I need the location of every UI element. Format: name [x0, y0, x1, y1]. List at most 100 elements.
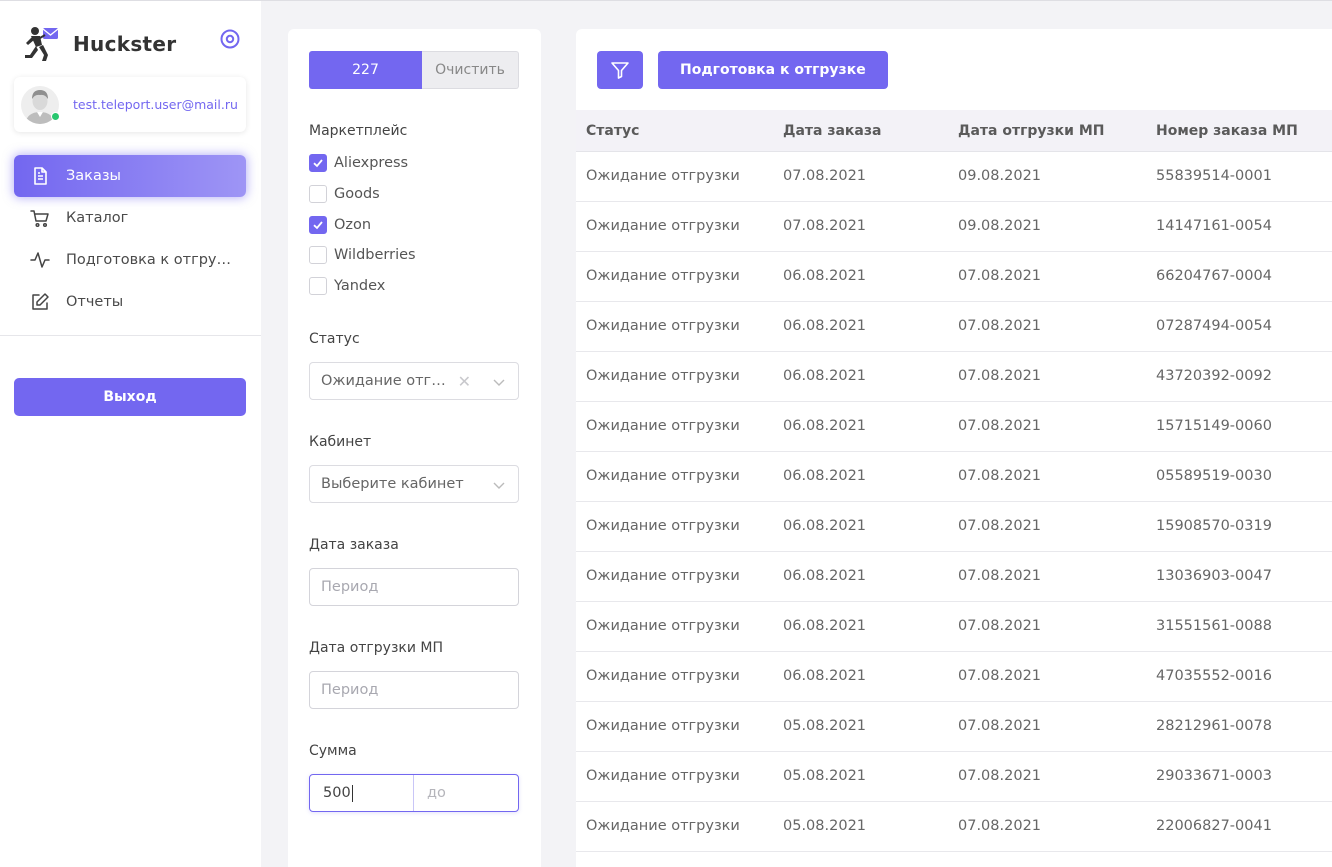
column-header-order-date[interactable]: Дата заказа [783, 123, 882, 139]
amount-to-input[interactable]: до [414, 775, 518, 811]
filter-summary-group: 227 Очистить [309, 51, 519, 89]
table-row[interactable]: Ожидание отгрузки 06.08.2021 07.08.2021 315… [576, 602, 1332, 652]
ship-date-label: Дата отгрузки МП [309, 640, 444, 656]
sidebar: Huckster test.teleport.user@mail.ru [0, 1, 261, 867]
cell-status: Ожидание отгрузки [586, 718, 740, 734]
cell-ship-date: 07.08.2021 [958, 318, 1042, 334]
logout-button[interactable]: Выход [14, 378, 246, 416]
cell-order-date: 05.08.2021 [783, 718, 867, 734]
table-row[interactable]: Ожидание отгрузки 06.08.2021 07.08.2021 159… [576, 502, 1332, 552]
nav-label: Заказы [66, 168, 121, 184]
status-select[interactable]: Ожидание отгрузки ✕ [309, 362, 519, 400]
checkbox-box[interactable] [309, 277, 327, 295]
table-row[interactable]: Ожидание отгрузки 06.08.2021 07.08.2021 157… [576, 402, 1332, 452]
filter-toggle-button[interactable] [597, 51, 643, 89]
table-row[interactable]: Ожидание отгрузки 07.08.2021 09.08.2021 558… [576, 152, 1332, 202]
column-header-order-number[interactable]: Номер заказа МП [1156, 123, 1298, 139]
nav-item-orders[interactable]: Заказы [14, 155, 246, 197]
filter-panel: 227 Очистить Маркетплейс Aliexpress Good… [288, 29, 541, 867]
nav-item-reports[interactable]: Отчеты [14, 281, 246, 323]
cell-order-date: 06.08.2021 [783, 668, 867, 684]
courier-logo-icon [25, 27, 59, 61]
cabinet-select[interactable]: Выберите кабинет [309, 465, 519, 503]
checkbox-box[interactable] [309, 216, 327, 234]
clear-selection-icon[interactable]: ✕ [457, 372, 471, 391]
checkbox-yandex[interactable]: Yandex [309, 277, 385, 295]
table-row[interactable]: Ожидание отгрузки 06.08.2021 07.08.2021 662… [576, 252, 1332, 302]
cell-order-number: 55839514-0001 [1156, 168, 1272, 184]
table-row[interactable]: Ожидание отгрузки 06.08.2021 07.08.2021 437… [576, 352, 1332, 402]
checkbox-box[interactable] [309, 185, 327, 203]
cell-status: Ожидание отгрузки [586, 618, 740, 634]
cell-status: Ожидание отгрузки [586, 368, 740, 384]
checkbox-label: Yandex [334, 278, 386, 294]
checkbox-label: Goods [334, 186, 380, 202]
cell-order-date: 05.08.2021 [783, 768, 867, 784]
cell-status: Ожидание отгрузки [586, 468, 740, 484]
column-header-status[interactable]: Статус [586, 123, 640, 139]
brand[interactable]: Huckster [22, 25, 176, 63]
cell-order-number: 47035552-0016 [1156, 668, 1272, 684]
table-row[interactable]: Ожидание отгрузки 05.08.2021 07.08.2021 282… [576, 702, 1332, 752]
cell-status: Ожидание отгрузки [586, 768, 740, 784]
cell-order-date: 07.08.2021 [783, 168, 867, 184]
cell-order-number: 28212961-0078 [1156, 718, 1272, 734]
cell-ship-date: 07.08.2021 [958, 618, 1042, 634]
cell-ship-date: 07.08.2021 [958, 768, 1042, 784]
marketplace-label: Маркетплейс [309, 123, 408, 139]
table-row[interactable]: Ожидание отгрузки 05.08.2021 07.08.2021 290… [576, 752, 1332, 802]
cabinet-label: Кабинет [309, 434, 372, 450]
cell-status: Ожидание отгрузки [586, 218, 740, 234]
cell-order-number: 14147161-0054 [1156, 218, 1272, 234]
cell-ship-date: 07.08.2021 [958, 368, 1042, 384]
clear-filters-button[interactable]: Очистить [422, 51, 519, 89]
cell-order-number: 07287494-0054 [1156, 318, 1272, 334]
ship-date-input[interactable]: Период [309, 671, 519, 709]
chevron-down-icon [493, 482, 505, 489]
user-card[interactable]: test.teleport.user@mail.ru [14, 77, 246, 132]
column-header-ship-date[interactable]: Дата отгрузки МП [958, 123, 1105, 139]
cell-order-number: 43720392-0092 [1156, 368, 1272, 384]
cell-ship-date: 07.08.2021 [958, 668, 1042, 684]
cell-order-number: 05589519-0030 [1156, 468, 1272, 484]
checkmark-icon [313, 221, 323, 230]
checkbox-goods[interactable]: Goods [309, 185, 380, 203]
order-date-input[interactable]: Период [309, 568, 519, 606]
sidebar-toggle-icon[interactable] [219, 28, 241, 50]
table-row[interactable]: Ожидание отгрузки 06.08.2021 07.08.2021 055… [576, 452, 1332, 502]
cell-order-date: 06.08.2021 [783, 568, 867, 584]
table-row[interactable]: Ожидание отгрузки 05.08.2021 07.08.2021 220… [576, 802, 1332, 852]
table-row[interactable]: Ожидание отгрузки 07.08.2021 09.08.2021 141… [576, 202, 1332, 252]
cell-order-date: 06.08.2021 [783, 468, 867, 484]
checkbox-label: Aliexpress [334, 155, 409, 171]
checkbox-box[interactable] [309, 154, 327, 172]
table-row[interactable]: Ожидание отгрузки 06.08.2021 07.08.2021 130… [576, 552, 1332, 602]
orders-table-body: Ожидание отгрузки 07.08.2021 09.08.2021 558… [576, 152, 1332, 852]
cell-order-date: 06.08.2021 [783, 418, 867, 434]
checkbox-ozon[interactable]: Ozon [309, 216, 371, 234]
avatar [21, 85, 60, 124]
nav-item-shipping-prep[interactable]: Подготовка к отгрузке [14, 239, 246, 281]
checkbox-wildberries[interactable]: Wildberries [309, 246, 416, 264]
filter-icon [611, 62, 629, 79]
cell-order-number: 15715149-0060 [1156, 418, 1272, 434]
cell-order-number: 22006827-0041 [1156, 818, 1272, 834]
nav-label: Каталог [66, 210, 129, 226]
checkbox-label: Ozon [334, 217, 372, 233]
amount-from-input[interactable]: 500 [310, 775, 414, 811]
prepare-shipment-button[interactable]: Подготовка к отгрузке [658, 51, 888, 89]
cell-ship-date: 07.08.2021 [958, 268, 1042, 284]
results-count-button[interactable]: 227 [309, 51, 422, 89]
table-row[interactable]: Ожидание отгрузки 06.08.2021 07.08.2021 470… [576, 652, 1332, 702]
nav-item-catalog[interactable]: Каталог [14, 197, 246, 239]
table-row[interactable]: Ожидание отгрузки 06.08.2021 07.08.2021 072… [576, 302, 1332, 352]
cell-ship-date: 07.08.2021 [958, 818, 1042, 834]
cell-order-number: 15908570-0319 [1156, 518, 1272, 534]
checkbox-box[interactable] [309, 246, 327, 264]
amount-label: Сумма [309, 743, 357, 759]
cell-status: Ожидание отгрузки [586, 418, 740, 434]
avatar-image-icon [21, 85, 59, 124]
cell-order-number: 29033671-0003 [1156, 768, 1272, 784]
cell-order-date: 05.08.2021 [783, 818, 867, 834]
checkbox-aliexpress[interactable]: Aliexpress [309, 154, 408, 172]
